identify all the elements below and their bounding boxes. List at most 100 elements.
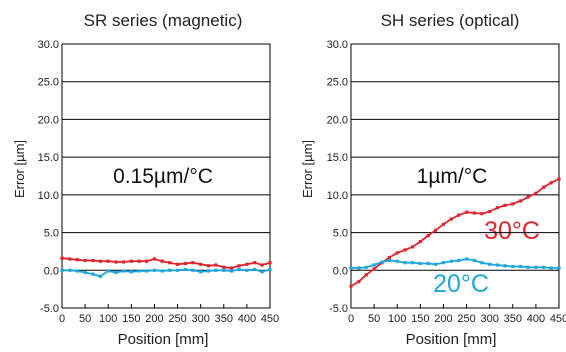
sr-series-red-point <box>245 262 249 266</box>
sh-series-red-point <box>472 211 476 215</box>
sr-series-red-point <box>91 258 95 263</box>
sh-series-red-point <box>364 273 368 277</box>
sh-series-blue-point <box>457 258 461 263</box>
sr-y-tick-label: 30.0 <box>38 39 59 51</box>
sh-series-red-point <box>395 251 399 255</box>
sh-series-red-point <box>372 267 376 271</box>
sr-series-red-point <box>191 261 195 265</box>
sr-y-tick-label: 25.0 <box>38 77 59 89</box>
sh-y-axis-label: Error [µm] <box>300 140 315 198</box>
sh-series-blue-point <box>441 261 445 265</box>
sr-x-tick-label: 50 <box>79 313 91 325</box>
sr-series-blue-point <box>214 268 218 272</box>
sr-series-blue-point <box>168 268 172 272</box>
sh-series-blue-point <box>472 258 476 263</box>
sh-series-blue-point <box>557 266 561 270</box>
sr-series-panel: SR series (magnetic) Position [mm] Error… <box>12 11 279 348</box>
sh-y-tick-label: 20.0 <box>327 114 348 126</box>
sr-series-blue-point <box>268 267 272 272</box>
sh-y-tick-label: 10.0 <box>327 190 348 202</box>
sh-series-red-point <box>403 248 407 252</box>
sh-chart-title: SH series (optical) <box>381 11 520 30</box>
sh-y-tick-label: 25.0 <box>327 77 348 89</box>
sr-y-tick-label: 5.0 <box>44 228 59 240</box>
sr-series-blue-point <box>145 269 149 273</box>
sh-series-blue-point <box>488 262 492 266</box>
sr-series-red-point <box>168 261 172 265</box>
sr-series-red-point <box>222 265 226 269</box>
sh-series-red-point <box>387 255 391 260</box>
sh-series-blue-point <box>511 264 515 269</box>
sh-series-blue-point <box>372 263 376 267</box>
sh-series-red-point <box>526 195 530 199</box>
sr-y-tick-label: 20.0 <box>38 114 59 126</box>
series-label-20c: 20°C <box>433 270 489 298</box>
sh-series-red-point <box>349 284 353 288</box>
sr-series-blue-point <box>206 269 211 273</box>
sr-series-red-point <box>98 259 102 263</box>
sr-series-red-point <box>206 264 211 268</box>
sh-series-blue-point <box>519 264 523 269</box>
sr-series-red-point <box>199 262 203 266</box>
series-label-30c: 30°C <box>484 217 540 245</box>
sr-series-red-point <box>160 259 164 263</box>
sr-series-blue-point <box>60 268 64 272</box>
sh-x-tick-label: 300 <box>480 313 498 325</box>
sr-x-tick-label: 250 <box>168 313 186 325</box>
sr-series-blue-point <box>260 270 264 274</box>
sh-series-blue-point <box>534 265 538 269</box>
sr-x-tick-label: 450 <box>261 313 279 325</box>
sr-y-tick-label: 0.0 <box>44 265 59 277</box>
sh-series-red-point <box>357 280 361 284</box>
sh-series-red-point <box>449 217 453 221</box>
sr-series-red-point <box>137 259 141 263</box>
sh-series-red-point <box>480 212 484 216</box>
sh-y-tick-label: -5.0 <box>329 303 348 315</box>
sh-series-blue-point <box>410 261 415 265</box>
sr-series-blue-point <box>183 267 187 272</box>
sh-series-red-point <box>495 206 500 210</box>
sr-series-blue-point <box>222 268 226 272</box>
sh-y-tick-label: 0.0 <box>333 265 348 277</box>
sh-series-blue-point <box>449 259 453 263</box>
sh-series-red-point <box>457 213 461 217</box>
sr-series-red-point <box>60 256 64 260</box>
sh-y-tick-label: 30.0 <box>327 39 348 51</box>
sr-series-red-point <box>214 263 218 267</box>
sr-x-tick-label: 300 <box>191 313 209 325</box>
sr-series-blue-point <box>237 267 241 272</box>
sh-series-red-point <box>434 228 438 232</box>
sr-series-red-point <box>253 261 257 265</box>
sr-series-red-point <box>176 262 180 266</box>
sh-series-blue-point <box>364 265 368 269</box>
sr-x-tick-label: 400 <box>238 313 256 325</box>
sr-series-blue-point <box>68 268 72 272</box>
sr-y-tick-label: 15.0 <box>38 152 59 164</box>
sh-series-blue-point <box>542 265 546 269</box>
sr-series-red-point <box>114 260 118 264</box>
sh-series-blue-point <box>480 261 484 265</box>
sr-series-red-point <box>237 264 241 268</box>
sh-series-blue-point <box>403 261 407 265</box>
sr-series-red-point <box>106 259 110 263</box>
sr-series-red-point <box>121 260 126 264</box>
sh-series-blue-point <box>387 258 391 263</box>
sr-series-red-point <box>145 259 149 263</box>
sr-series-blue-line <box>62 268 271 278</box>
sr-x-tick-label: 350 <box>215 313 233 325</box>
sr-x-tick-label: 150 <box>122 313 140 325</box>
sh-x-tick-label: 200 <box>434 313 452 325</box>
sh-series-blue-point <box>380 260 384 264</box>
sh-x-tick-label: 350 <box>504 313 522 325</box>
sr-series-red-point <box>68 257 72 261</box>
sr-series-blue-point <box>152 268 156 272</box>
sr-y-axis-label: Error [µm] <box>12 140 27 198</box>
sh-series-blue-line <box>351 258 559 269</box>
sr-x-axis-label: Position [mm] <box>118 331 209 348</box>
sr-series-red-line <box>61 257 271 269</box>
sr-series-blue-point <box>230 269 234 273</box>
sr-series-blue-point <box>245 268 249 272</box>
sh-series-red-point <box>488 209 492 214</box>
sh-x-axis-label: Position [mm] <box>406 331 497 348</box>
sr-series-red-point <box>268 261 272 265</box>
